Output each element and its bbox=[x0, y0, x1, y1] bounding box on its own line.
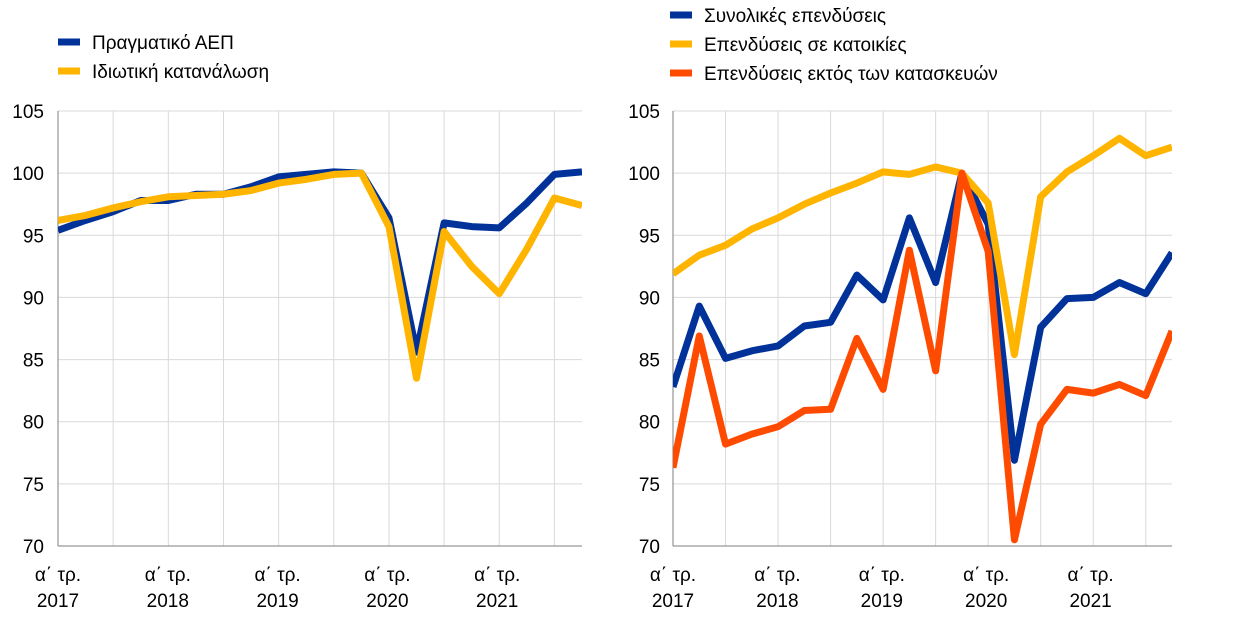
x-tick-label-year: 2020 bbox=[965, 591, 1007, 612]
y-tick-label: 105 bbox=[628, 102, 660, 123]
x-tick-label: α΄ τρ. bbox=[859, 565, 905, 586]
x-tick-label-year: 2017 bbox=[37, 591, 79, 612]
y-tick-label: 80 bbox=[639, 413, 660, 434]
legend-entry-label: Συνολικές επενδύσεις bbox=[704, 6, 886, 27]
series-line-1 bbox=[58, 168, 582, 356]
x-tick-label-year: 2019 bbox=[256, 591, 298, 612]
x-tick-label: α΄ τρ. bbox=[255, 565, 301, 586]
x-tick-label: α΄ τρ. bbox=[474, 565, 520, 586]
y-tick-label: 80 bbox=[23, 413, 44, 434]
y-tick-label: 90 bbox=[23, 288, 44, 309]
x-tick-label: α΄ τρ. bbox=[754, 565, 800, 586]
x-tick-label: α΄ τρ. bbox=[35, 565, 81, 586]
series-line-3 bbox=[673, 169, 1172, 544]
y-tick-label: 85 bbox=[23, 351, 44, 372]
series-line-2 bbox=[58, 169, 582, 382]
x-tick-label-year: 2021 bbox=[1069, 591, 1111, 612]
series-line-2 bbox=[673, 134, 1172, 359]
y-tick-label: 100 bbox=[12, 164, 44, 185]
x-tick-label: α΄ τρ. bbox=[1068, 565, 1114, 586]
y-tick-label: 95 bbox=[639, 226, 660, 247]
legend-entry-label: Πραγματικό ΑΕΠ bbox=[92, 33, 234, 54]
x-tick-label-year: 2019 bbox=[861, 591, 903, 612]
right-chart-panel: 70 75 80 85 90 95 100 105 α΄ τρ. 2017 α΄ τρ. 2018 α΄… bbox=[628, 6, 1172, 612]
legend-entry-label: Επενδύσεις εκτός των κατασκευών bbox=[704, 64, 998, 85]
series-line-1 bbox=[673, 169, 1172, 464]
legend-entry-label: Ιδιωτική κατανάλωση bbox=[92, 62, 269, 83]
y-tick-label: 105 bbox=[12, 102, 44, 123]
y-tick-label: 85 bbox=[639, 351, 660, 372]
y-tick-label: 75 bbox=[639, 475, 660, 496]
y-tick-label: 100 bbox=[628, 164, 660, 185]
y-tick-label: 95 bbox=[23, 226, 44, 247]
y-tick-label: 75 bbox=[23, 475, 44, 496]
x-tick-label: α΄ τρ. bbox=[145, 565, 191, 586]
y-tick-label: 70 bbox=[23, 537, 44, 558]
y-tick-label: 90 bbox=[639, 288, 660, 309]
legend-entry-label: Επενδύσεις σε κατοικίες bbox=[704, 35, 907, 56]
x-tick-label-year: 2021 bbox=[476, 591, 518, 612]
x-tick-label-year: 2018 bbox=[756, 591, 798, 612]
x-tick-label: α΄ τρ. bbox=[963, 565, 1009, 586]
x-tick-label: α΄ τρ. bbox=[364, 565, 410, 586]
x-tick-label-year: 2018 bbox=[147, 591, 189, 612]
y-tick-label: 70 bbox=[639, 537, 660, 558]
x-tick-label-year: 2017 bbox=[652, 591, 694, 612]
x-tick-label: α΄ τρ. bbox=[650, 565, 696, 586]
x-tick-label-year: 2020 bbox=[366, 591, 408, 612]
left-chart-panel: 70 75 80 85 90 95 100 105 α΄ τρ. 2017 α΄ τρ. 2018 α΄… bbox=[12, 33, 582, 612]
